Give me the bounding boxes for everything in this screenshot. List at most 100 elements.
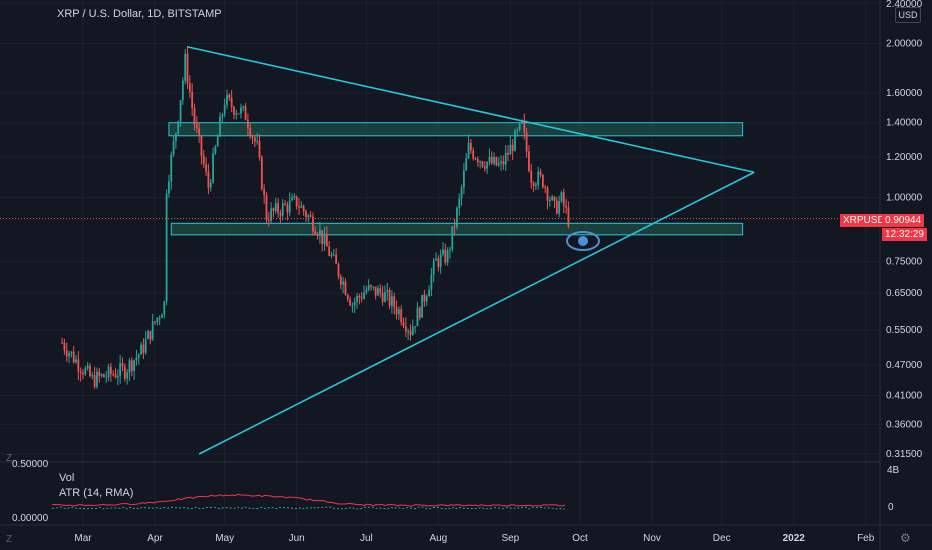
candle-body [490,156,493,164]
candle-body [528,151,530,171]
candle-body [309,215,312,217]
candle-body [372,286,375,288]
lower-trendline[interactable] [198,171,755,455]
candle-body [421,294,423,318]
candle-body [179,100,182,122]
candle-body [414,326,417,328]
candle-body [300,205,303,208]
candle-body [444,249,447,263]
candle-body [516,129,519,131]
candle-body [63,342,66,351]
candle-body [270,208,273,221]
candle-body [349,299,351,306]
candle-body [107,366,110,378]
candle-body [384,292,386,302]
candle-body [465,158,468,171]
candle-body [226,94,228,105]
atr-axis-zero: 0.00000 [12,513,49,524]
candle-body [109,366,112,375]
candle-body [483,166,486,169]
candle-body [474,158,477,160]
candle-body [175,133,177,141]
candle-body [89,365,91,377]
vol-axis-top: 4B [887,465,900,476]
candle-body [116,376,119,378]
candle-body [219,116,221,137]
candle-body [411,326,414,335]
candle-body [437,258,440,267]
candle-body [442,249,444,255]
price-tick-label: 1.40000 [886,118,923,129]
candle-body [154,321,156,323]
candle-body [493,157,495,164]
candle-body [249,128,252,137]
candle-body [165,193,168,302]
candle-body [198,128,201,136]
resistance-zone[interactable] [168,122,744,137]
candle-body [263,189,266,195]
candle-body [381,292,384,302]
candle-body [291,197,293,201]
candle-body [307,215,310,218]
candle-body [358,295,361,298]
candle-body [163,301,166,315]
candle-body [518,123,521,130]
candle-body [523,120,526,133]
candle-body [265,194,268,220]
candle-body [511,144,514,152]
candle-body [228,94,231,98]
candle-body [509,144,512,155]
candle-body [200,135,203,156]
candle-body [305,211,307,218]
candle-body [407,330,410,332]
candle-body [460,187,463,199]
candle-body [251,136,254,138]
candle-body [546,187,549,201]
atr-label[interactable]: ATR (14, RMA) [59,487,134,499]
z-icon[interactable]: Z [6,453,13,464]
candle-body [233,107,235,115]
vol-label[interactable]: Vol [59,472,75,484]
price-tick-label: 2.40000 [886,0,923,10]
candle-body [98,371,101,376]
candle-body [235,113,238,115]
candle-body [397,309,400,315]
candle-body [335,254,338,264]
candle-body [135,357,138,361]
candle-body [476,158,479,163]
candle-body [202,155,205,165]
candle-body [209,182,212,188]
gear-icon[interactable]: ⚙ [900,531,911,545]
candle-body [272,208,275,211]
upper-trendline[interactable] [187,46,755,174]
candle-body [325,234,328,247]
z-icon[interactable]: Z [6,534,13,545]
candle-body [539,171,542,175]
candle-body [279,212,282,216]
candle-body [242,106,245,108]
time-tick-label: May [215,533,234,544]
candle-body [342,281,345,285]
candle-body [168,181,170,194]
candle-body [256,141,259,143]
candle-body [367,285,370,290]
currency-badge[interactable]: USD [895,7,921,23]
eye-icon[interactable] [566,231,600,251]
candle-body [172,140,175,155]
time-axis-labels: Mar Apr May Jun Jul Aug Sep Oct Nov Dec 2022 Feb [74,533,874,544]
candle-body [319,230,321,236]
candle-body [507,152,509,155]
candle-body [184,53,187,81]
price-tick-label: 0.55000 [886,325,923,336]
candle-body [530,170,533,183]
time-tick-label: Apr [147,533,163,544]
candle-body [432,260,435,275]
volume-line [51,506,566,510]
candle-body [103,374,105,378]
candle-body [205,164,207,172]
candle-body [404,326,407,332]
candle-body [423,294,426,302]
time-tick-label: Jul [360,533,373,544]
candle-body [221,114,224,117]
